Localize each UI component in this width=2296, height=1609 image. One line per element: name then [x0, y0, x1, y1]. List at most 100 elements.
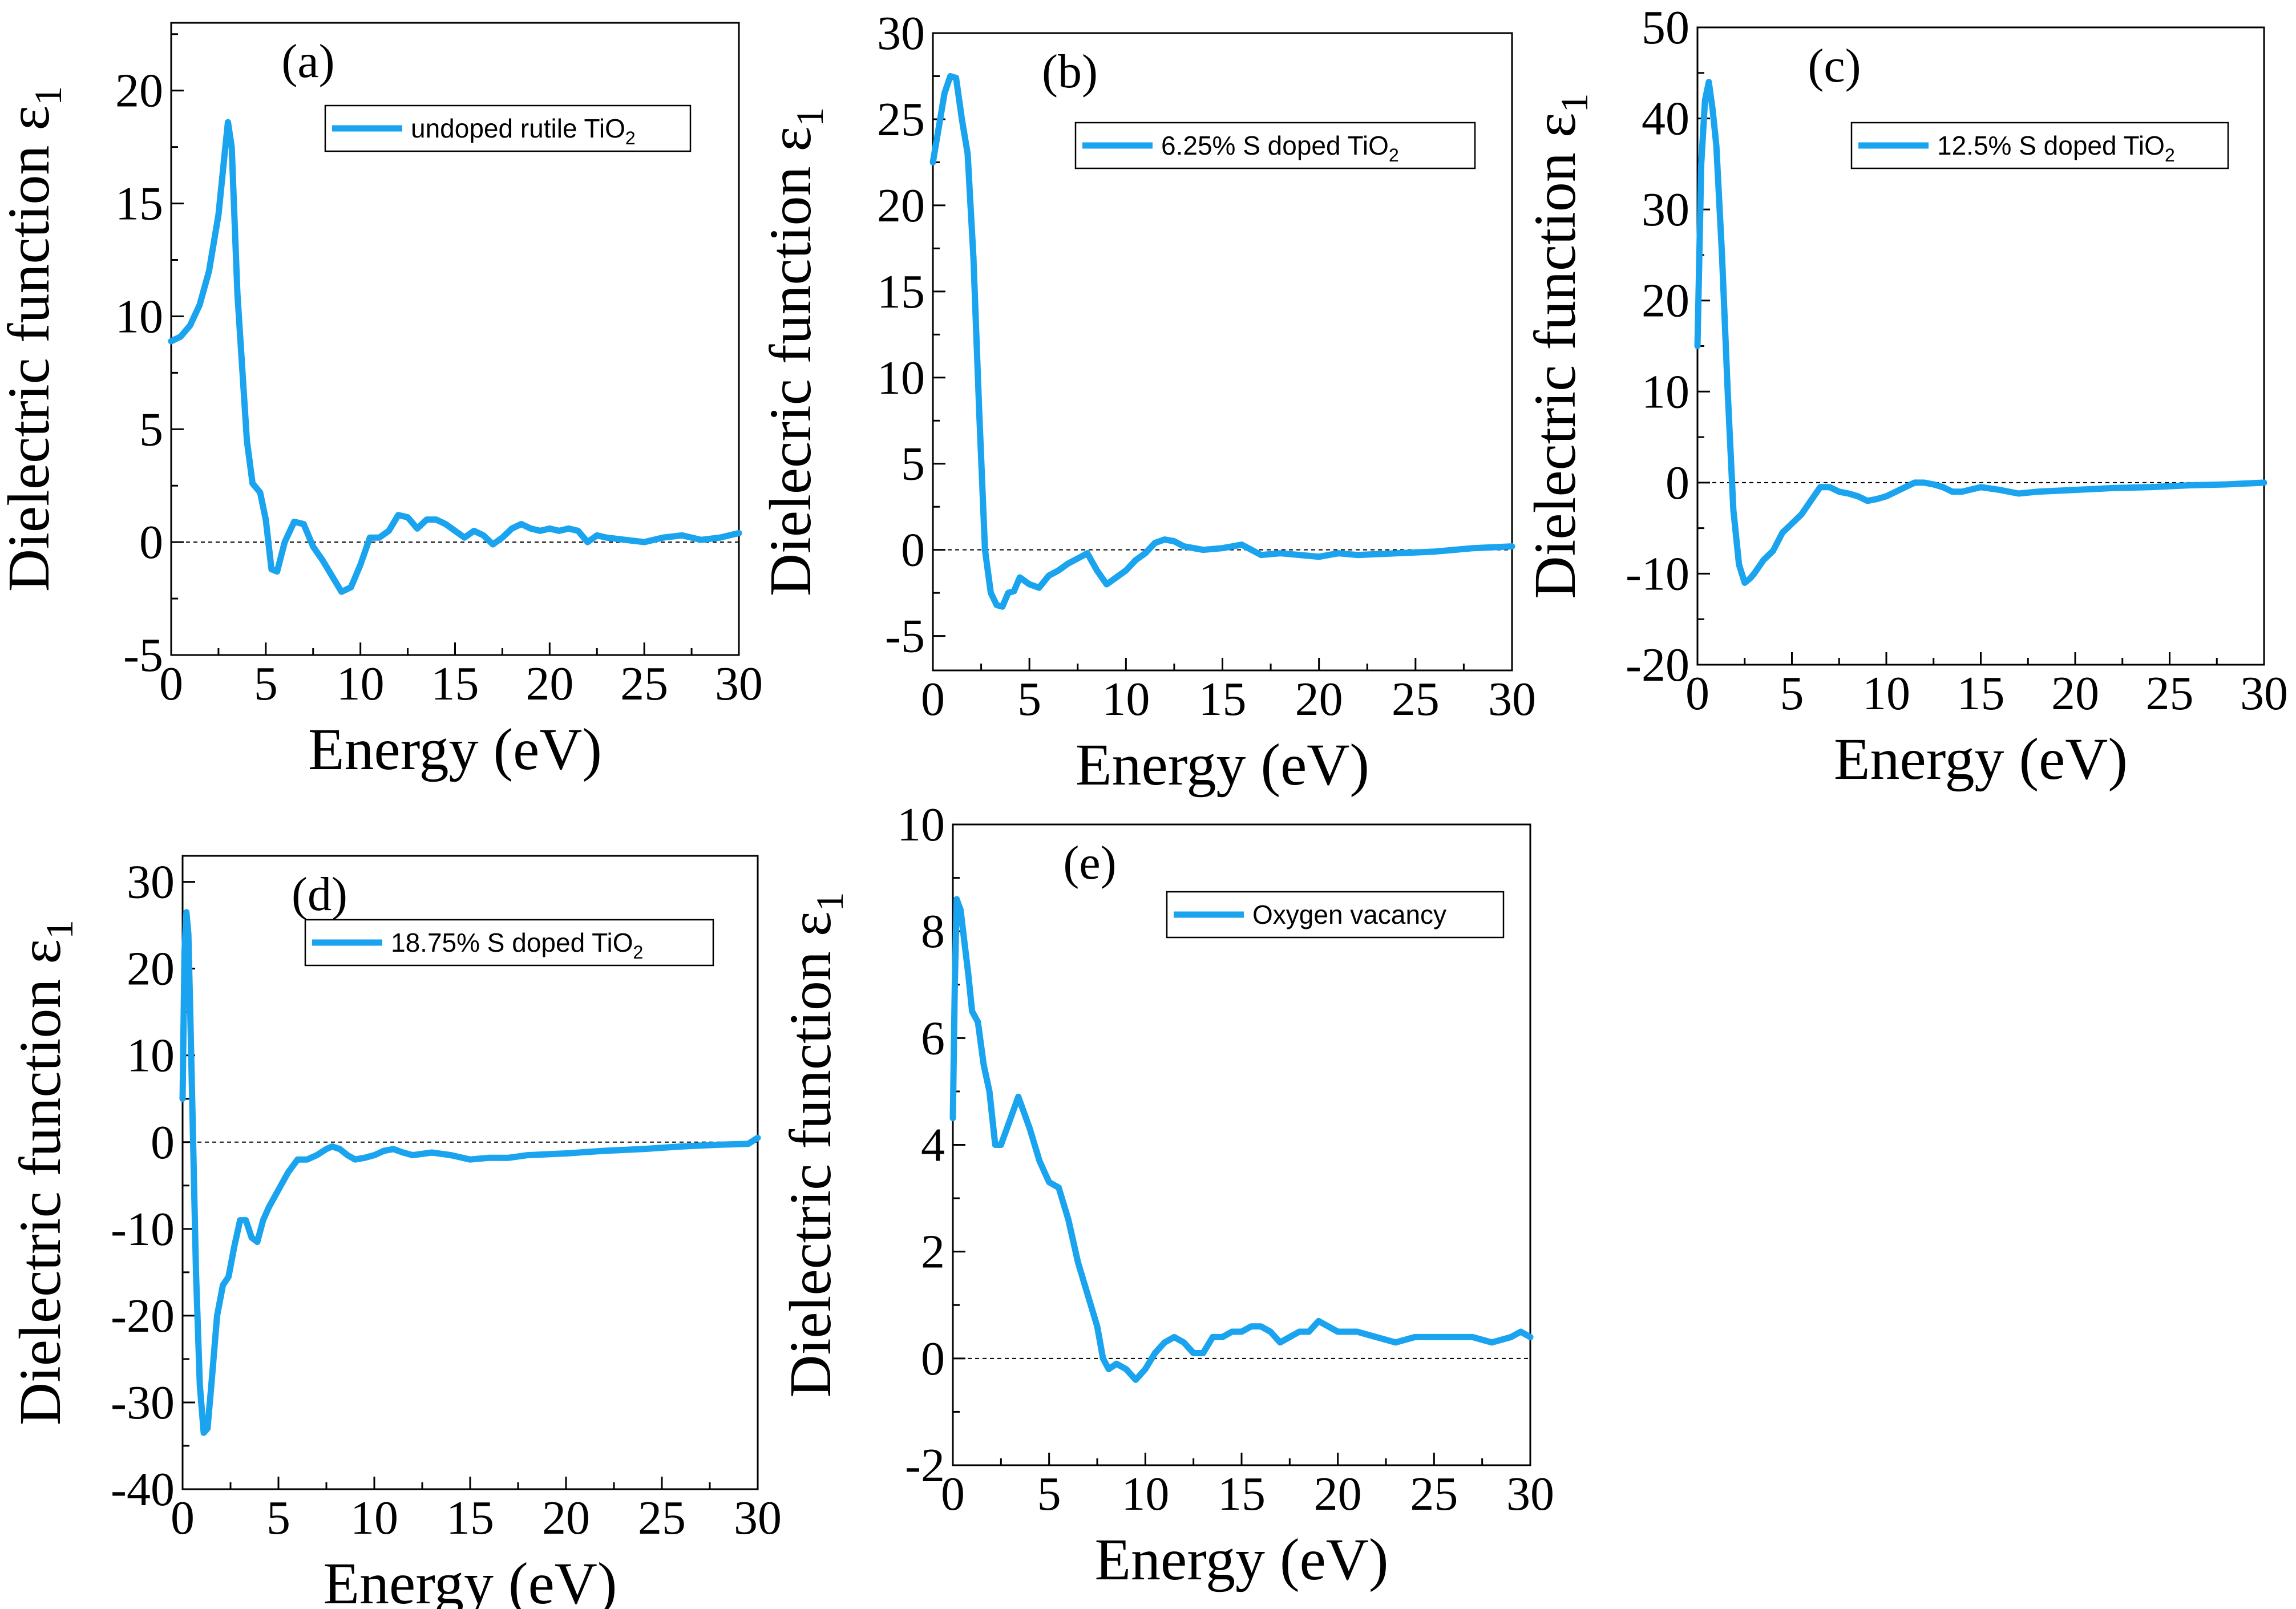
y-tick-label: -5: [885, 610, 925, 663]
x-axis-title: Energy (eV): [1095, 1527, 1389, 1592]
y-axis-title-subscript: 1: [38, 920, 81, 939]
x-tick-label: 20: [542, 1491, 590, 1545]
x-tick-label: 5: [266, 1491, 290, 1545]
y-tick-label: 10: [115, 290, 163, 343]
x-tick-label: 30: [1506, 1467, 1554, 1521]
y-tick-label: 5: [139, 403, 163, 456]
legend-label: 18.75% S doped TiO2: [391, 928, 643, 963]
y-tick-label: 20: [127, 943, 175, 996]
x-tick-label: 10: [350, 1491, 398, 1545]
y-axis-title: Dielecric function ε1: [758, 107, 831, 596]
panel-label: (a): [281, 35, 334, 88]
y-tick-label: 0: [921, 1332, 945, 1385]
x-tick-label: 20: [2051, 667, 2099, 720]
y-tick-label: 30: [127, 856, 175, 909]
y-tick-label: 6: [921, 1012, 945, 1065]
y-axis-title-subscript: 1: [788, 107, 831, 127]
x-tick-label: 30: [2240, 667, 2288, 720]
chart-panel-c: 0 5 10 15 20 25 30 -20 -10 0 10 20 30 40 50 Energy (eV)…: [1522, 1, 2288, 792]
y-tick-label: -30: [111, 1376, 175, 1429]
y-tick-label: -10: [111, 1203, 175, 1256]
x-tick-label: 20: [1314, 1467, 1362, 1521]
series-line: [949, 896, 1534, 1383]
legend-label-subscript: 2: [2165, 145, 2175, 165]
y-axis-title: Dielectric function ε1: [7, 920, 81, 1425]
y-tick-label: 10: [877, 351, 925, 405]
x-tick-label: 20: [526, 657, 573, 710]
x-tick-label: 25: [2146, 667, 2194, 720]
x-axis-title: Energy (eV): [1076, 732, 1369, 798]
y-tick-label: 4: [921, 1119, 945, 1172]
y-tick-label: 20: [115, 64, 163, 118]
y-tick-label: 20: [877, 179, 925, 232]
x-axis-title: Energy (eV): [1834, 726, 2128, 792]
x-tick-label: 0: [159, 657, 183, 710]
x-tick-label: 15: [1957, 667, 2005, 720]
y-axis-title-subscript: 1: [808, 892, 851, 911]
y-tick-label: 25: [877, 93, 925, 146]
x-tick-label: 15: [1199, 673, 1247, 726]
panel-label: (b): [1042, 45, 1098, 98]
y-tick-label: 15: [115, 177, 163, 231]
x-tick-label: 10: [1862, 667, 1910, 720]
y-tick-label: 0: [1666, 456, 1689, 510]
legend-label: Oxygen vacancy: [1252, 900, 1446, 929]
legend-label: 6.25% S doped TiO2: [1161, 131, 1399, 165]
x-tick-label: 10: [1121, 1467, 1169, 1521]
x-tick-label: 0: [1685, 667, 1709, 720]
y-tick-label: 0: [151, 1116, 175, 1169]
y-tick-label: 30: [877, 7, 925, 60]
y-tick-label: -20: [1626, 638, 1689, 692]
y-tick-label: 5: [901, 438, 925, 491]
chart-panel-d: 0 5 10 15 20 25 30 -40 -30 -20 -10 0 10 20 30 Energy (e…: [7, 855, 782, 1609]
x-tick-label: 15: [431, 657, 479, 710]
x-tick-label: 5: [1017, 673, 1041, 726]
panel-label: (e): [1063, 836, 1116, 890]
y-tick-label: 10: [1642, 365, 1689, 418]
y-tick-label: 15: [877, 265, 925, 318]
y-tick-label: 20: [1642, 274, 1689, 328]
y-axis-title: Dielectric function ε1: [1522, 93, 1596, 599]
panel-label: (d): [292, 868, 347, 921]
y-tick-label: 10: [127, 1029, 175, 1082]
x-tick-label: 5: [1780, 667, 1804, 720]
x-tick-label: 15: [446, 1491, 494, 1545]
y-tick-label: -20: [111, 1289, 175, 1343]
y-tick-label: 10: [897, 798, 945, 851]
x-tick-label: 30: [1488, 673, 1536, 726]
y-axis-title-subscript: 1: [26, 86, 70, 106]
series-line: [179, 909, 761, 1436]
x-tick-label: 25: [638, 1491, 686, 1545]
y-axis-title: Dielectric function ε1: [0, 86, 70, 592]
y-tick-label: -5: [123, 629, 163, 682]
y-tick-label: 30: [1642, 183, 1689, 236]
y-tick-label: -40: [111, 1463, 175, 1516]
x-tick-label: 25: [1392, 673, 1440, 726]
x-tick-label: 15: [1218, 1467, 1266, 1521]
x-tick-label: 10: [337, 657, 385, 710]
x-tick-label: 0: [921, 673, 945, 726]
panel-label: (c): [1808, 39, 1861, 92]
x-tick-label: 30: [715, 657, 763, 710]
y-tick-label: 0: [901, 524, 925, 577]
x-tick-label: 25: [620, 657, 668, 710]
legend-label: 12.5% S doped TiO2: [1937, 131, 2175, 165]
y-axis-title: Dielectric function ε1: [778, 892, 851, 1397]
x-axis-title: Energy (eV): [308, 717, 602, 782]
x-axis-title: Energy (eV): [324, 1551, 617, 1609]
y-tick-label: 50: [1642, 1, 1689, 54]
y-tick-label: 2: [921, 1226, 945, 1279]
y-tick-label: 40: [1642, 92, 1689, 145]
legend-label-subscript: 2: [625, 128, 636, 148]
y-tick-label: 0: [139, 516, 163, 569]
y-tick-label: 8: [921, 905, 945, 958]
legend-label-subscript: 2: [1389, 145, 1399, 165]
x-tick-label: 5: [254, 657, 278, 710]
y-axis-title-subscript: 1: [1553, 93, 1596, 112]
legend-label-subscript: 2: [633, 942, 644, 963]
x-tick-label: 30: [734, 1491, 782, 1545]
